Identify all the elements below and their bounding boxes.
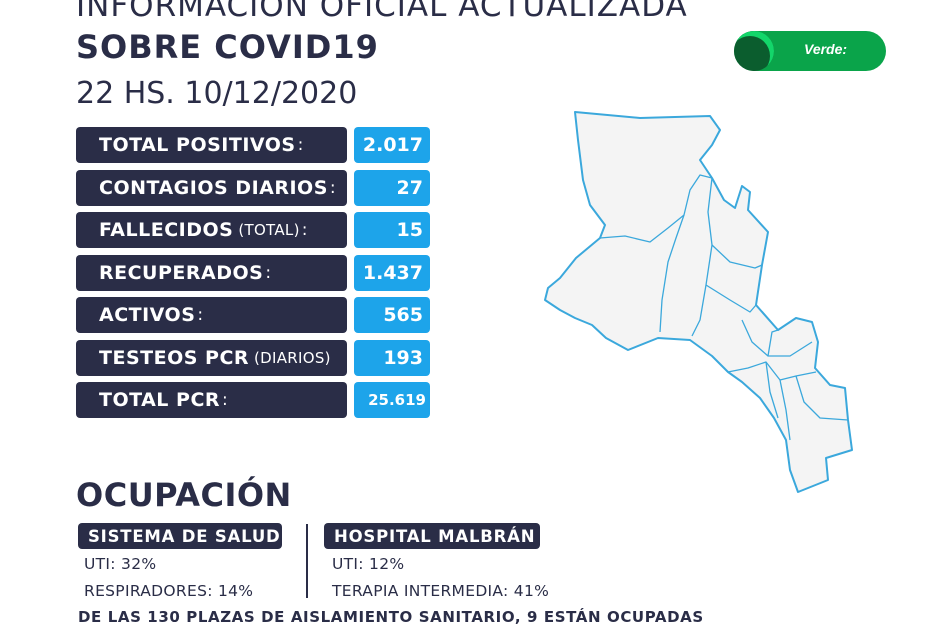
stat-label-box: TESTEOS PCR (DIARIOS) (76, 339, 347, 376)
stat-row-total-pcr: TOTAL PCR: 25.619 (76, 382, 430, 418)
occupancy-divider (306, 524, 308, 598)
isolation-footer-text: DE LAS 130 PLAZAS DE AISLAMIENTO SANITAR… (78, 608, 704, 626)
stat-value: 2.017 (354, 127, 430, 163)
stat-colon: : (197, 305, 204, 325)
stat-label-box: CONTAGIOS DIARIOS: (76, 169, 347, 206)
stat-value: 27 (354, 169, 430, 206)
stat-value: 193 (354, 339, 430, 376)
hospital-malbran-badge: HOSPITAL MALBRÁN (324, 523, 540, 549)
stat-label: FALLECIDOS (99, 219, 234, 241)
salud-respiradores-text: RESPIRADORES: 14% (84, 582, 254, 600)
stat-value: 15 (354, 212, 430, 248)
map-outline (544, 111, 853, 493)
occupancy-title: OCUPACIÓN (76, 476, 292, 514)
map-border-b (659, 214, 685, 333)
map-border-i (795, 375, 849, 421)
stat-suffix: (TOTAL) (238, 221, 300, 239)
stat-row-activos: ACTIVOS: 565 (76, 297, 430, 333)
map-border-k (767, 329, 779, 357)
stat-label-box: TOTAL POSITIVOS: (76, 127, 347, 163)
update-datetime: 22 HS. 10/12/2020 (76, 76, 358, 111)
stat-row-fallecidos: FALLECIDOS (TOTAL): 15 (76, 212, 430, 248)
stat-label: TESTEOS PCR (99, 346, 250, 369)
stat-suffix: (DIARIOS) (254, 348, 331, 367)
stat-colon: : (329, 177, 336, 198)
map-border-c (691, 177, 713, 337)
stat-label-box: ACTIVOS: (76, 297, 347, 333)
status-indicator: Verde: (734, 31, 886, 71)
stat-label: TOTAL PCR (99, 389, 221, 411)
header-title-line2: SOBRE COVID19 (76, 28, 379, 66)
stat-value: 1.437 (354, 254, 430, 291)
stat-colon: : (301, 220, 308, 240)
map-border-e (705, 284, 757, 313)
stat-colon: : (222, 390, 228, 410)
map-border-j (779, 379, 791, 441)
stat-label: ACTIVOS (99, 304, 196, 326)
status-light-icon (734, 31, 774, 71)
map-border-d (711, 244, 763, 269)
header-title-line1: INFORMACIÓN OFICIAL ACTUALIZADA (76, 0, 688, 24)
stat-label-box: FALLECIDOS (TOTAL): (76, 212, 347, 248)
stat-value: 25.619 (354, 382, 430, 418)
stat-label: TOTAL POSITIVOS (99, 134, 296, 156)
salud-uti-text: UTI: 32% (84, 555, 157, 573)
status-label: Verde: (804, 41, 848, 57)
sistema-salud-badge: SISTEMA DE SALUD (78, 523, 282, 549)
stats-panel: TOTAL POSITIVOS: 2.017 CONTAGIOS DIARIOS… (76, 127, 430, 425)
stat-label: CONTAGIOS DIARIOS (99, 176, 328, 199)
malbran-terapia-text: TERAPIA INTERMEDIA: 41% (332, 582, 550, 600)
stat-colon: : (265, 262, 272, 283)
stat-row-testeos-pcr: TESTEOS PCR (DIARIOS) 193 (76, 339, 430, 376)
malbran-uti-text: UTI: 12% (332, 555, 405, 573)
stat-row-contagios-diarios: CONTAGIOS DIARIOS: 27 (76, 169, 430, 206)
stat-colon: : (297, 135, 304, 155)
stat-value: 565 (354, 297, 430, 333)
stat-label-box: TOTAL PCR: (76, 382, 347, 418)
stat-row-total-positivos: TOTAL POSITIVOS: 2.017 (76, 127, 430, 163)
stat-label-box: RECUPERADOS: (76, 254, 347, 291)
province-map (544, 111, 853, 493)
map-border-g (727, 361, 817, 381)
map-border-h (765, 361, 779, 419)
stat-label: RECUPERADOS (99, 261, 264, 284)
map-border-a (599, 174, 713, 243)
stat-row-recuperados: RECUPERADOS: 1.437 (76, 254, 430, 291)
